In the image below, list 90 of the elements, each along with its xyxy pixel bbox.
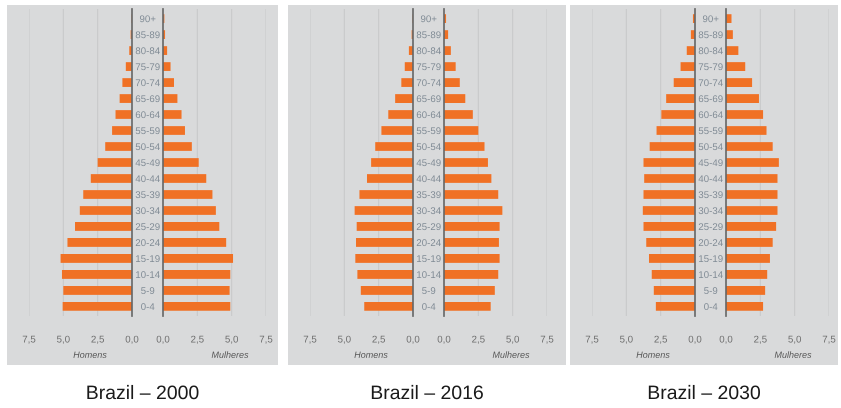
y-tick-label: 35-39: [698, 191, 723, 198]
y-tick-label: 50-54: [136, 143, 160, 150]
y-tick-label: 0-4: [422, 303, 436, 310]
x-tick-label: 5,0: [620, 336, 633, 344]
y-tick-label: 25-29: [698, 223, 723, 230]
y-tick-label: 60-64: [136, 111, 160, 118]
y-tick-label: 60-64: [698, 111, 723, 118]
x-tick-label: 5,0: [225, 336, 238, 344]
y-tick-label: 70-74: [698, 79, 723, 86]
x-tick-label: 0,0: [438, 336, 450, 344]
y-tick-label: 20-24: [136, 239, 160, 246]
y-tick-label: 85-89: [698, 31, 723, 38]
x-tick-label: 2,5: [372, 336, 386, 344]
y-tick-label: 40-44: [698, 175, 723, 182]
y-tick-label: 75-79: [416, 63, 441, 70]
x-tick-label: 0,0: [156, 336, 170, 344]
x-axis-title: Mulheres: [492, 351, 530, 358]
y-tick-label: 45-49: [416, 159, 441, 166]
y-tick-label: 85-89: [416, 31, 441, 38]
y-tick-label: 10-14: [136, 271, 160, 278]
text: Brazil – 2016: [372, 384, 483, 400]
y-tick-label: 55-59: [416, 127, 441, 134]
y-tick-label: 0-4: [704, 303, 718, 310]
y-tick-label: 55-59: [136, 127, 160, 134]
x-axis-title: Mulheres: [774, 351, 812, 358]
y-tick-label: 10-14: [417, 271, 441, 278]
y-tick-label: 15-19: [136, 255, 160, 262]
y-tick-label: 70-74: [416, 79, 441, 86]
x-tick-label: 5,0: [56, 336, 70, 344]
y-tick-label: 65-69: [698, 95, 723, 102]
text: Brazil – 2000: [87, 384, 198, 400]
y-tick-label: 25-29: [136, 223, 160, 230]
y-tick-label: 90+: [702, 15, 718, 22]
y-tick-label: 5-9: [141, 287, 154, 294]
y-tick-label: 0-4: [141, 303, 154, 310]
text: Brazil – 2030: [648, 384, 760, 400]
y-tick-label: 65-69: [136, 95, 160, 102]
x-tick-label: 2,5: [91, 336, 104, 344]
x-axis-title: Mulheres: [212, 351, 248, 358]
x-tick-label: 7,5: [540, 336, 554, 344]
y-tick-label: 40-44: [416, 175, 441, 182]
x-tick-label: 0,0: [126, 336, 138, 344]
y-tick-label: 90+: [140, 15, 156, 22]
x-axis-title: Homens: [636, 352, 670, 358]
y-tick-label: 20-24: [698, 239, 723, 246]
x-tick-label: 0,0: [720, 336, 732, 344]
x-tick-label: 5,0: [338, 336, 351, 344]
y-tick-label: 75-79: [698, 63, 723, 70]
x-tick-label: 7,5: [822, 336, 836, 344]
y-tick-label: 80-84: [136, 47, 160, 54]
y-tick-label: 90+: [420, 15, 436, 22]
y-tick-label: 5-9: [704, 287, 718, 294]
x-tick-label: 2,5: [472, 336, 485, 344]
y-tick-label: 35-39: [136, 191, 160, 198]
y-tick-label: 30-34: [136, 207, 160, 214]
y-tick-label: 30-34: [416, 207, 441, 214]
x-tick-label: 7,5: [260, 336, 272, 344]
x-axis-title: Homens: [354, 352, 388, 358]
y-tick-label: 85-89: [136, 31, 160, 38]
y-tick-label: 50-54: [698, 143, 723, 150]
y-tick-label: 15-19: [417, 255, 441, 262]
y-tick-label: 5-9: [422, 287, 436, 294]
y-tick-label: 65-69: [416, 95, 441, 102]
x-axis-title: Homens: [73, 352, 107, 358]
x-tick-label: 0,0: [406, 336, 420, 344]
y-tick-label: 25-29: [416, 223, 441, 230]
y-tick-label: 30-34: [698, 207, 723, 214]
x-tick-label: 2,5: [654, 336, 668, 344]
y-tick-label: 35-39: [416, 191, 441, 198]
x-tick-label: 7,5: [304, 336, 316, 344]
y-tick-label: 50-54: [416, 143, 441, 150]
y-tick-label: 15-19: [699, 255, 723, 262]
x-tick-label: 2,5: [191, 336, 204, 344]
y-tick-label: 20-24: [416, 239, 441, 246]
x-tick-label: 2,5: [754, 336, 767, 344]
y-tick-label: 80-84: [416, 47, 441, 54]
y-tick-label: 45-49: [698, 159, 723, 166]
y-tick-label: 70-74: [136, 79, 160, 86]
y-tick-label: 75-79: [136, 63, 160, 70]
x-tick-label: 7,5: [22, 336, 36, 344]
x-tick-label: 0,0: [688, 336, 702, 344]
x-tick-label: 5,0: [506, 336, 520, 344]
y-tick-label: 45-49: [136, 159, 160, 166]
y-tick-label: 10-14: [699, 271, 723, 278]
y-tick-label: 60-64: [416, 111, 441, 118]
y-tick-label: 55-59: [698, 127, 723, 134]
y-tick-label: 80-84: [698, 47, 723, 54]
y-tick-label: 40-44: [136, 175, 160, 182]
x-tick-label: 7,5: [586, 336, 598, 344]
x-tick-label: 5,0: [788, 336, 802, 344]
